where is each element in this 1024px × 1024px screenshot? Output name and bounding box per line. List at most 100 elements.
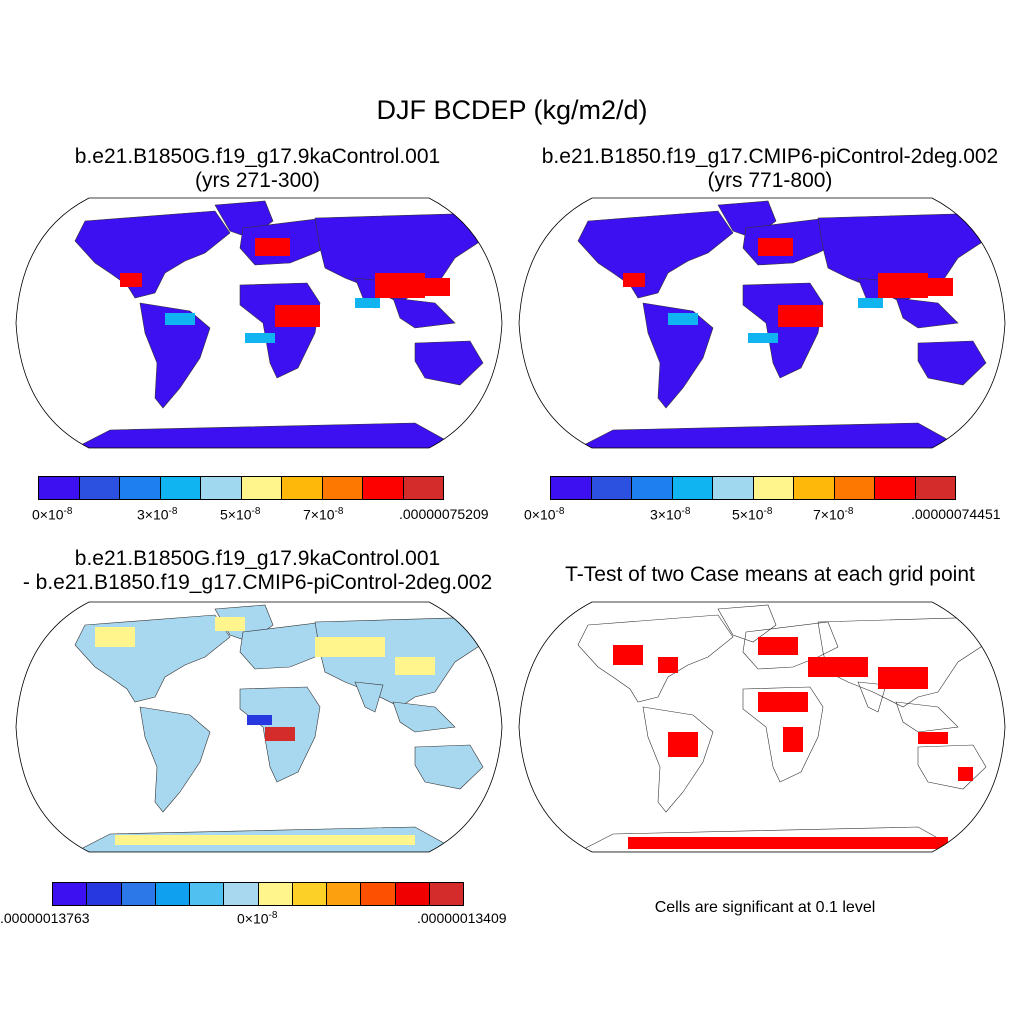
panel-title-bottom-left: b.e21.B1850G.f19_g17.9kaControl.001 - b.… [0, 547, 515, 595]
colorbar-swatch [327, 883, 362, 905]
significance-note: Cells are significant at 0.1 level [654, 899, 876, 916]
colorbar-tick-label: .00000013409 [417, 910, 507, 926]
colorbar-tick-label: 5×10-8 [220, 506, 261, 523]
colorbar-swatch [190, 883, 225, 905]
colorbar-swatch [403, 477, 443, 499]
significant-cells [758, 692, 808, 712]
positive-difference-region [315, 637, 385, 657]
landmass-australia [917, 340, 987, 386]
colorbar-swatch [241, 477, 282, 499]
mid-deposition-region [245, 333, 275, 343]
colorbar-top-left [38, 476, 444, 500]
panel-title-line2: - b.e21.B1850.f19_g17.CMIP6-piControl-2d… [22, 571, 493, 594]
high-deposition-region [778, 305, 823, 327]
landmass-seasia [895, 701, 959, 733]
colorbar-top-right [550, 476, 956, 500]
high-deposition-region [375, 273, 425, 298]
colorbar-swatch [201, 477, 242, 499]
landmass-namerica [577, 210, 734, 299]
positive-difference-region [215, 617, 245, 631]
significant-cells [783, 727, 803, 752]
landmass-seasia [895, 297, 959, 329]
positive-difference-region [115, 835, 415, 845]
colorbar-swatch [224, 883, 259, 905]
colorbar-swatch [155, 883, 190, 905]
colorbar-swatch [672, 477, 713, 499]
landmass-samerica [139, 302, 211, 409]
colorbar-tick-label: .00000013763 [0, 910, 90, 926]
high-deposition-region [758, 238, 793, 256]
colorbar-swatch [834, 477, 875, 499]
colorbar-swatch [794, 477, 835, 499]
mid-deposition-region [165, 313, 195, 325]
map-border [15, 601, 503, 853]
landmass-antarctica [74, 422, 462, 448]
colorbar-swatch [915, 477, 955, 499]
figure-title: DJF BCDEP (kg/m2/d) [376, 95, 648, 125]
colorbar-swatch [53, 883, 88, 905]
colorbar-swatch [292, 883, 327, 905]
colorbar-swatch [632, 477, 673, 499]
panel-title-top-left: b.e21.B1850G.f19_g17.9kaControl.001 (yrs… [10, 145, 505, 193]
colorbar-swatch [121, 883, 156, 905]
high-deposition-region [623, 273, 645, 287]
colorbar-swatch [120, 477, 161, 499]
colorbar-swatch [361, 883, 396, 905]
mid-deposition-region [858, 298, 883, 308]
colorbar-tick-label: 0×10-8 [524, 506, 565, 523]
high-deposition-region [275, 305, 320, 327]
colorbar-tick-label: 0×10-8 [237, 910, 278, 927]
colorbar-tick-label: 7×10-8 [813, 506, 854, 523]
colorbar-swatch [713, 477, 754, 499]
landmass-australia [414, 744, 484, 790]
landmass-india [354, 681, 384, 713]
high-deposition-region [928, 278, 953, 296]
colorbar-swatch [87, 883, 122, 905]
positive-difference-region [95, 627, 135, 647]
colorbar-tick-label: .00000074451 [911, 506, 1001, 522]
colorbar-tick-label: 3×10-8 [650, 506, 691, 523]
panel-title-line1: b.e21.B1850G.f19_g17.9kaControl.001 [74, 547, 441, 570]
colorbar-swatch [551, 477, 592, 499]
high-deposition-region [425, 278, 450, 296]
significant-cells [658, 657, 678, 673]
significant-cells [668, 732, 698, 757]
significant-cells [918, 732, 948, 744]
panel-title-line2: (yrs 771-800) [707, 169, 833, 192]
significant-cells [808, 657, 868, 677]
colorbar-swatch [282, 477, 323, 499]
colorbar-swatch [363, 477, 404, 499]
significant-cells [628, 837, 948, 849]
landmass-samerica [642, 302, 714, 409]
map-bottom-left [15, 597, 503, 862]
colorbar-swatch [875, 477, 916, 499]
map-top-right [518, 193, 1006, 458]
colorbar-swatch [753, 477, 794, 499]
landmass-australia [414, 340, 484, 386]
landmass-seasia [392, 297, 456, 329]
landmass-samerica [139, 706, 211, 813]
landmass-namerica [577, 614, 734, 703]
colorbar-swatch [429, 883, 463, 905]
high-deposition-region [878, 273, 928, 298]
landmass-greenland [717, 604, 777, 643]
high-deposition-region [255, 238, 290, 256]
colorbar-swatch [160, 477, 201, 499]
colorbar-swatch [322, 477, 363, 499]
significant-cells [958, 767, 973, 781]
positive-difference-region [395, 657, 435, 675]
colorbar-tick-label: 7×10-8 [303, 506, 344, 523]
landmass-australia [917, 744, 987, 790]
significant-cells [878, 667, 928, 689]
panel-title-line1: b.e21.B1850G.f19_g17.9kaControl.001 [74, 145, 441, 168]
landmass-namerica [74, 210, 231, 299]
map-border [518, 197, 1006, 449]
map-border [518, 601, 1006, 853]
colorbar-swatch [39, 477, 80, 499]
landmass-antarctica [577, 826, 965, 852]
colorbar-bottom-left [52, 882, 464, 906]
significant-cells [758, 637, 798, 655]
strong-positive-region [265, 727, 295, 741]
colorbar-swatch [258, 883, 293, 905]
panel-title-top-right: b.e21.B1850.f19_g17.CMIP6-piControl-2deg… [515, 145, 1024, 193]
